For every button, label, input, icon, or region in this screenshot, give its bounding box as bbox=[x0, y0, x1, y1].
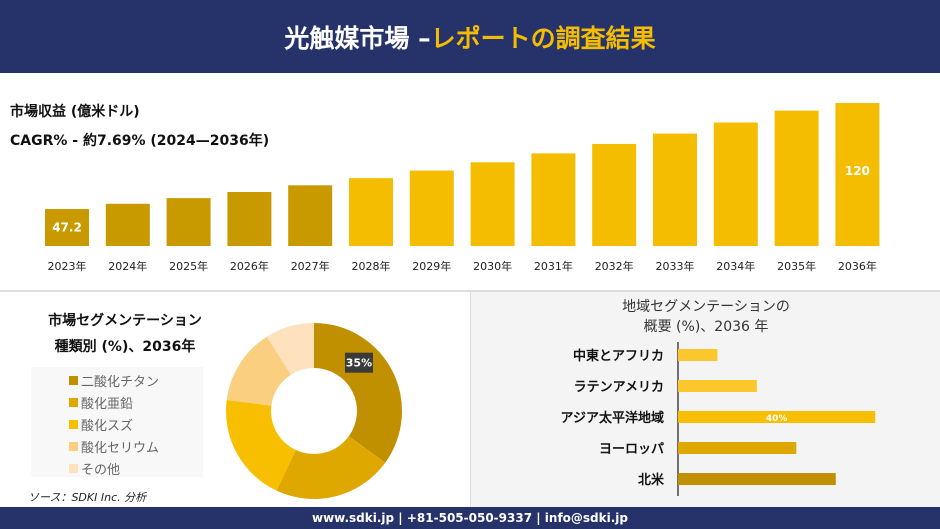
x-tick-label: 2028年 bbox=[352, 259, 391, 273]
legend-label: 酸化セリウム bbox=[81, 440, 160, 456]
footer-contact: www.sdki.jp | +81-505-050-9337 | info@sd… bbox=[0, 507, 940, 529]
x-tick-label: 2033年 bbox=[656, 259, 695, 273]
revenue-section: 市場収益 (億米ドル) CAGR% - 約7.69% (2024—2036年) … bbox=[0, 75, 940, 289]
bar-2035年 bbox=[774, 110, 819, 246]
legend-label: 酸化亜鉛 bbox=[81, 396, 134, 412]
legend-label: 二酸化チタン bbox=[81, 374, 160, 390]
y-tick-label: アジア太平洋地域 bbox=[561, 410, 664, 426]
x-tick-label: 2035年 bbox=[777, 259, 816, 273]
region-segmentation: 地域セグメンテーションの 概要 (%)、2036 年 中東とアフリカ ラテンアメリ… bbox=[470, 292, 940, 507]
bar-2024年 bbox=[105, 203, 150, 246]
x-tick-label: 2036年 bbox=[838, 259, 877, 273]
donut-slice-酸化スズ bbox=[226, 399, 296, 491]
legend-label: その他 bbox=[81, 462, 121, 478]
legend-swatch bbox=[69, 441, 78, 451]
bar-ラテンアメリカ bbox=[678, 380, 757, 392]
x-tick-label: 2023年 bbox=[48, 259, 87, 273]
bar-2029年 bbox=[409, 170, 454, 246]
x-tick-label: 2030年 bbox=[473, 259, 512, 273]
x-tick-label: 2026年 bbox=[230, 259, 269, 273]
y-tick-label: ヨーロッパ bbox=[599, 442, 664, 457]
x-tick-label: 2025年 bbox=[169, 259, 208, 273]
donut-slice-酸化セリウム bbox=[226, 336, 291, 406]
cagr-subtitle: CAGR% - 約7.69% (2024—2036年) bbox=[10, 133, 270, 149]
divider bbox=[0, 290, 940, 292]
legend-item: その他 bbox=[69, 457, 203, 479]
bar-2028年 bbox=[349, 178, 393, 246]
x-tick-label: 2029年 bbox=[412, 259, 451, 273]
bar-ヨーロッパ bbox=[678, 442, 797, 454]
title-accent: レポートの調査結果 bbox=[430, 23, 656, 53]
x-tick-label: 2031年 bbox=[534, 259, 573, 273]
legend-item: 二酸化チタン bbox=[69, 369, 203, 391]
y-tick-label: 北米 bbox=[638, 472, 665, 488]
title-main: 光触媒市場 – bbox=[284, 23, 431, 53]
bar-2030年 bbox=[470, 162, 515, 246]
legend-label: 酸化スズ bbox=[81, 418, 134, 434]
header: 光触媒市場 – レポートの調査結果 bbox=[0, 0, 940, 73]
data-label: 120 bbox=[845, 164, 870, 178]
x-tick-label: 2024年 bbox=[108, 259, 147, 273]
bar-2025年 bbox=[166, 198, 211, 246]
x-tick-label: 2034年 bbox=[716, 259, 755, 273]
bar-2023年 bbox=[45, 209, 89, 246]
y-tick-label: 中東とアフリカ bbox=[573, 348, 664, 364]
data-label: 47.2 bbox=[52, 221, 82, 235]
source-note: ソース：SDKI Inc. 分析 bbox=[28, 491, 147, 504]
region-title-1: 地域セグメンテーションの bbox=[622, 299, 790, 315]
bar-2034年 bbox=[713, 122, 758, 246]
y-tick-label: ラテンアメリカ bbox=[574, 380, 664, 395]
donut-slice-二酸化チタン bbox=[314, 323, 402, 463]
bar-北米 bbox=[678, 473, 836, 485]
donut-slice-酸化亜鉛 bbox=[276, 436, 386, 499]
type-title-2: 種類別 (%)、2036年 bbox=[54, 339, 196, 355]
bar-2026年 bbox=[227, 191, 272, 246]
data-label: 35% bbox=[346, 357, 372, 370]
legend-swatch bbox=[69, 375, 78, 385]
bar-中東とアフリカ bbox=[678, 349, 718, 361]
bar-2031年 bbox=[531, 153, 576, 246]
bar-2032年 bbox=[592, 143, 637, 246]
type-title-1: 市場セグメンテーション bbox=[48, 313, 202, 329]
legend-item: 酸化亜鉛 bbox=[69, 391, 203, 413]
x-tick-label: 2032年 bbox=[595, 259, 634, 273]
data-label-box bbox=[344, 352, 373, 373]
donut-legend: 二酸化チタン 酸化亜鉛酸化スズ酸化セリウム その他 bbox=[31, 367, 203, 479]
revenue-bar-chart: 2023年 47.2 2024年 2025年 2026年 2027年 2028年 2029年 2… bbox=[45, 103, 880, 273]
bar-2027年 bbox=[288, 185, 333, 246]
revenue-subtitle: 市場収益 (億米ドル) bbox=[10, 104, 140, 120]
legend-swatch bbox=[69, 397, 78, 407]
data-label: 40% bbox=[766, 414, 788, 424]
legend-item: 酸化スズ bbox=[69, 413, 203, 435]
type-donut-chart: 35% bbox=[226, 323, 402, 499]
type-segmentation: 市場セグメンテーション 種類別 (%)、2036年 二酸化チタン 酸化亜鉛酸化スズ… bbox=[0, 292, 470, 507]
legend-swatch bbox=[69, 463, 78, 473]
bar-2036年 bbox=[835, 103, 880, 246]
region-title-2: 概要 (%)、2036 年 bbox=[643, 319, 769, 335]
legend-swatch bbox=[69, 419, 78, 429]
donut-slice-その他 bbox=[266, 323, 314, 375]
bar-2033年 bbox=[653, 133, 697, 246]
bar-アジア太平洋地域 bbox=[678, 411, 876, 423]
x-tick-label: 2027年 bbox=[291, 259, 330, 273]
legend-item: 酸化セリウム bbox=[69, 435, 203, 457]
